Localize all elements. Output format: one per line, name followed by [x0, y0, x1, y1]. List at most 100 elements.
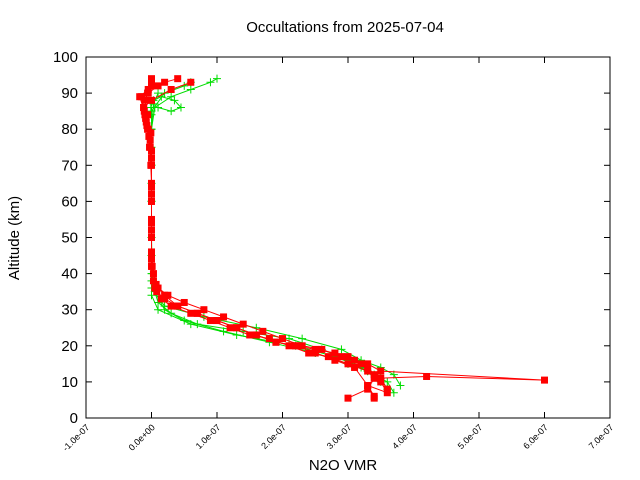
data-point [148, 78, 155, 86]
data-point [364, 382, 372, 390]
data-point [145, 132, 153, 140]
data-point [383, 389, 391, 397]
y-tick-label: 50 [61, 230, 78, 247]
y-tick-label: 60 [61, 193, 78, 210]
data-point [154, 82, 162, 90]
series-0-profile-line [150, 96, 395, 393]
data-point [383, 385, 391, 393]
data-point [149, 270, 157, 278]
data-point [364, 385, 372, 393]
data-point [337, 353, 345, 361]
data-point [331, 349, 339, 357]
y-axis: 0 10 20 30 40 50 60 70 80 90 100 [53, 49, 610, 427]
data-point [298, 342, 306, 350]
data-point [226, 324, 234, 332]
data-point [167, 302, 175, 310]
data-point [311, 345, 319, 353]
x-tick-label: 5.0e-07 [456, 422, 485, 451]
data-point [141, 96, 149, 104]
x-tick-label: 6.0e-07 [521, 422, 550, 451]
data-point [351, 356, 359, 364]
data-point [150, 103, 159, 112]
y-tick-label: 40 [61, 266, 78, 283]
data-point [144, 85, 152, 93]
data-point [213, 74, 221, 83]
data-point [147, 107, 156, 116]
data-point [148, 183, 155, 191]
data-point [285, 342, 293, 350]
data-point [213, 317, 221, 325]
data-point [148, 75, 155, 83]
data-point [370, 394, 378, 402]
data-point [396, 381, 405, 390]
data-point [140, 107, 148, 115]
data-point [193, 309, 201, 317]
data-point [154, 89, 163, 98]
data-point [351, 363, 359, 371]
data-point [174, 302, 182, 310]
y-tick-label: 30 [61, 302, 78, 319]
data-point [318, 345, 326, 353]
y-axis-label: Altitude (km) [6, 196, 23, 280]
data-point [148, 219, 155, 227]
data-point [167, 309, 176, 318]
series-0 [146, 74, 405, 397]
chart-title: Occultations from 2025-07-04 [246, 19, 444, 36]
data-point [265, 335, 273, 343]
plot-area [136, 74, 548, 402]
data-point [157, 295, 165, 303]
data-point [161, 291, 169, 299]
data-point [357, 360, 365, 368]
data-point [206, 317, 214, 325]
data-point [152, 280, 160, 288]
data-point [187, 309, 195, 317]
data-point [305, 349, 313, 357]
data-point [423, 372, 431, 380]
data-point [144, 125, 152, 133]
data-point [239, 320, 247, 328]
data-point [136, 93, 144, 101]
data-point [344, 394, 352, 402]
series-1-profile-line [144, 85, 375, 399]
y-tick-label: 70 [61, 157, 78, 174]
data-point [151, 284, 159, 292]
series-1-profile-line [139, 78, 388, 390]
data-point [144, 89, 152, 97]
data-point [146, 136, 154, 144]
data-point [377, 378, 385, 386]
data-point [148, 82, 155, 90]
data-point [311, 349, 319, 357]
data-point [233, 324, 241, 332]
data-point [167, 92, 176, 101]
y-tick-label: 80 [61, 121, 78, 138]
data-point [331, 356, 339, 364]
data-point [148, 147, 155, 155]
data-point [148, 262, 155, 270]
x-tick-label: 2.0e-07 [259, 422, 288, 451]
data-point [144, 111, 152, 119]
data-point [364, 360, 372, 368]
data-point [377, 374, 385, 382]
y-tick-label: 10 [61, 374, 78, 391]
y-tick-label: 90 [61, 85, 78, 102]
data-point [174, 75, 182, 83]
data-point [246, 331, 254, 339]
y-tick-label: 20 [61, 338, 78, 355]
data-point [193, 320, 202, 329]
data-point [147, 291, 156, 300]
series-1-profile-line [143, 81, 389, 397]
x-tick-label: 3.0e-07 [325, 422, 354, 451]
data-point [252, 331, 260, 339]
data-point [167, 85, 175, 93]
data-point [541, 376, 548, 384]
data-point [220, 313, 228, 321]
data-point [344, 353, 352, 361]
data-point [298, 334, 307, 343]
data-point [292, 342, 300, 350]
data-point [206, 78, 215, 87]
data-point [377, 367, 385, 375]
data-point [337, 345, 346, 354]
data-point [259, 327, 267, 335]
data-point [186, 85, 195, 94]
data-point [200, 306, 208, 314]
